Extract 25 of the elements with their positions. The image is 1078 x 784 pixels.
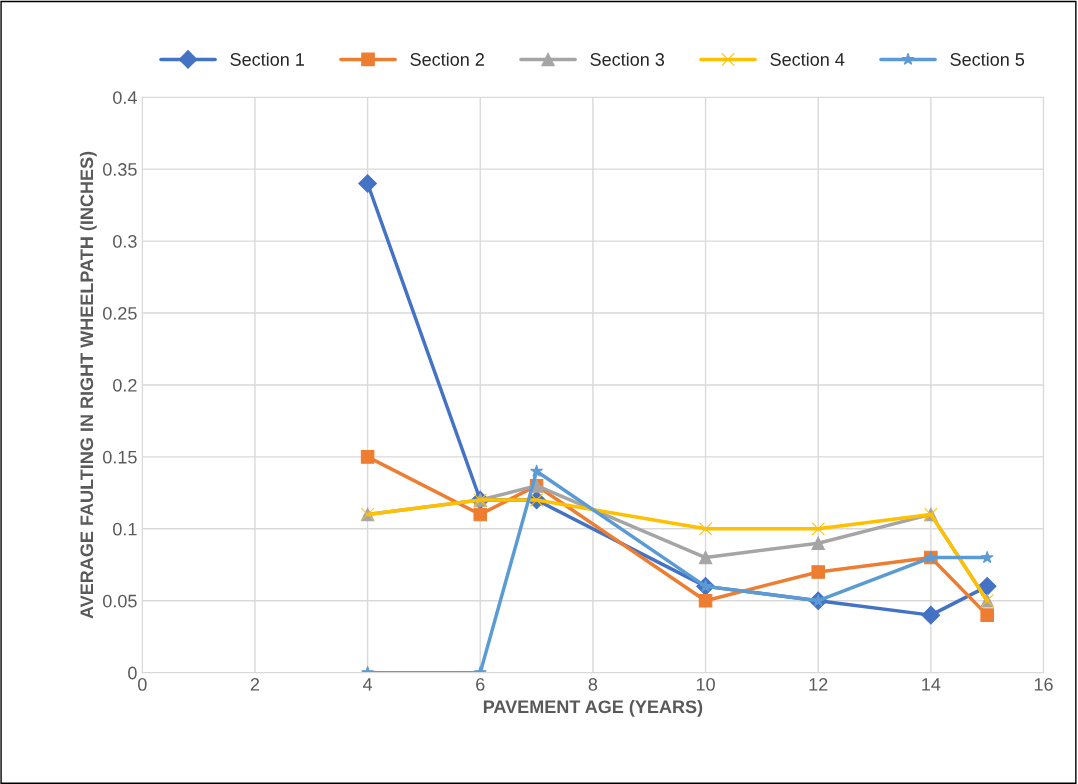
x-tick-label: 2 (250, 678, 260, 691)
y-tick-label: 0.2 (113, 378, 137, 392)
x-tick-label: 12 (809, 678, 828, 691)
x-tick-label: 4 (362, 678, 373, 691)
y-axis-title: AVERAGE FAULTING IN RIGHT WHEELPATH (INCHES) (79, 151, 97, 619)
y-tick-label: 0 (128, 666, 137, 680)
y-tick-label: 0.1 (113, 522, 137, 536)
x-tick-label: 10 (696, 678, 715, 691)
x-tick-label: 8 (588, 678, 598, 691)
x-tick-label: 16 (1034, 678, 1053, 691)
legend-label: Section 3 (590, 52, 665, 66)
legend-label: Section 5 (950, 52, 1025, 66)
legend-label: Section 4 (770, 52, 845, 66)
x-axis-title: PAVEMENT AGE (YEARS) (483, 699, 703, 717)
y-tick-label: 0.4 (113, 91, 137, 104)
y-tick-label: 0.05 (103, 594, 137, 608)
y-tick-label: 0.3 (113, 235, 137, 248)
x-tick-label: 6 (476, 678, 485, 691)
y-tick-label: 0.15 (103, 450, 137, 464)
y-tick-label: 0.25 (103, 306, 137, 320)
legend-label: Section 2 (410, 52, 484, 66)
x-tick-label: 14 (922, 678, 941, 691)
x-tick-label: 0 (137, 678, 147, 691)
y-tick-label: 0.35 (103, 163, 137, 176)
legend-label: Section 1 (230, 52, 304, 66)
